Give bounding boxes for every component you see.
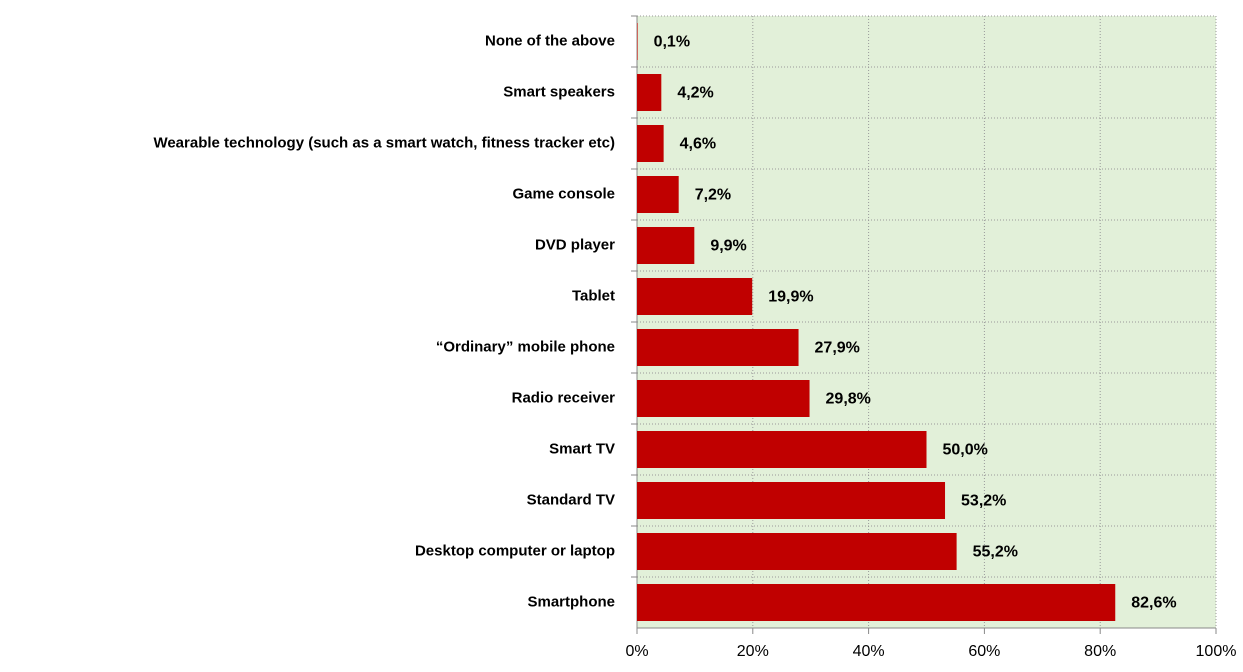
x-tick-label: 0% <box>625 643 648 660</box>
y-tick-label: Game console <box>512 185 615 202</box>
y-tick-label: “Ordinary” mobile phone <box>436 338 615 355</box>
value-label: 4,2% <box>677 85 713 102</box>
value-label: 53,2% <box>961 493 1006 510</box>
bar <box>637 125 664 162</box>
value-label: 55,2% <box>973 544 1018 561</box>
y-tick-label: Wearable technology (such as a smart wat… <box>153 134 615 151</box>
y-tick-label: Radio receiver <box>512 389 616 406</box>
bar <box>637 533 957 570</box>
bar <box>637 278 753 315</box>
y-tick-label: Desktop computer or laptop <box>415 542 615 559</box>
value-label: 82,6% <box>1131 595 1176 612</box>
y-tick-label: Tablet <box>572 287 615 304</box>
x-tick-label: 40% <box>853 643 885 660</box>
y-tick-label: Smartphone <box>527 593 615 610</box>
value-label: 4,6% <box>680 136 716 153</box>
y-tick-label: Standard TV <box>527 491 615 508</box>
y-tick-label: Smart speakers <box>503 83 615 100</box>
bar <box>637 23 638 60</box>
y-tick-label: Smart TV <box>549 440 615 457</box>
bar <box>637 482 946 519</box>
bar <box>637 227 695 264</box>
bar <box>637 176 679 213</box>
value-label: 9,9% <box>710 238 746 255</box>
x-tick-label: 20% <box>737 643 769 660</box>
y-tick-label: DVD player <box>535 236 615 253</box>
bar <box>637 584 1116 621</box>
y-tick-label: None of the above <box>485 32 615 49</box>
x-tick-label: 100% <box>1196 643 1237 660</box>
bar <box>637 329 799 366</box>
value-label: 29,8% <box>826 391 871 408</box>
x-tick-label: 80% <box>1084 643 1116 660</box>
x-tick-label: 60% <box>968 643 1000 660</box>
bar <box>637 380 810 417</box>
value-label: 0,1% <box>654 34 690 51</box>
value-label: 50,0% <box>943 442 988 459</box>
value-label: 27,9% <box>815 340 860 357</box>
bar <box>637 74 662 111</box>
value-label: 7,2% <box>695 187 731 204</box>
bar <box>637 431 927 468</box>
value-label: 19,9% <box>768 289 813 306</box>
